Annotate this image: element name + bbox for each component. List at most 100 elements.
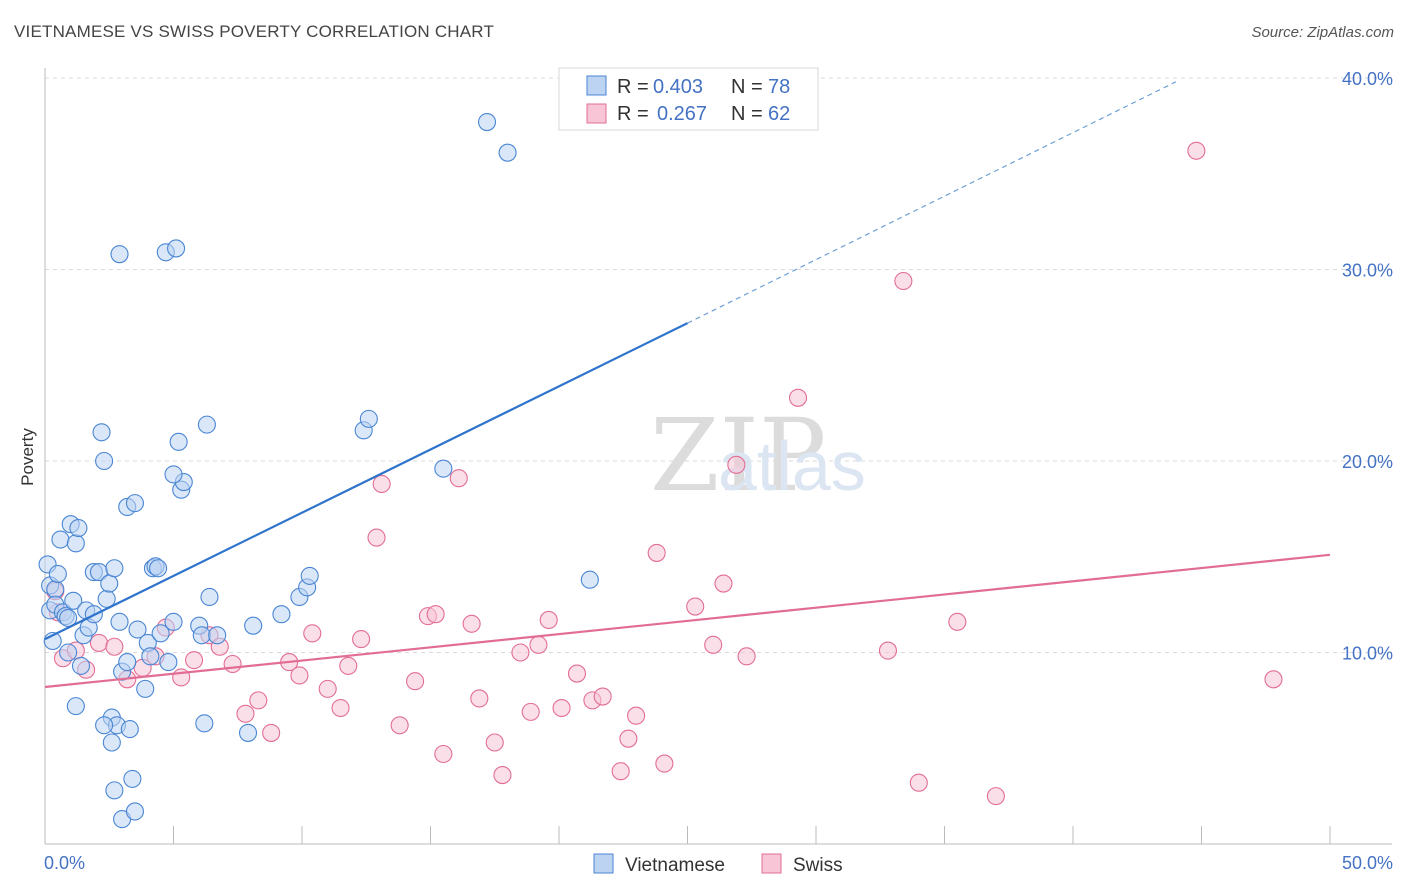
vietnamese-point	[192, 626, 211, 645]
vietnamese-point	[110, 245, 129, 264]
bottom-legend-swiss: Swiss	[793, 855, 843, 876]
vietnamese-point	[200, 587, 219, 607]
vietnamese-point	[164, 465, 183, 484]
swiss-point	[647, 543, 666, 562]
swiss-point	[339, 656, 358, 675]
y-tick-label: 30.0%	[1342, 261, 1393, 281]
legend-swiss-r-value: 0.267	[657, 103, 707, 125]
swiss-point	[619, 729, 638, 748]
swiss-trend-line	[44, 553, 1331, 689]
watermark-zip: ZIP	[650, 397, 826, 514]
legend-vietnamese-n-value: 78	[768, 76, 790, 98]
swiss-point	[185, 651, 204, 670]
swiss-point	[331, 698, 350, 718]
vietnamese-point	[95, 716, 114, 735]
vietnamese-point	[100, 574, 119, 593]
vietnamese-point	[128, 620, 147, 639]
y-tick-label: 40.0%	[1342, 69, 1393, 89]
vietnamese-point	[95, 451, 114, 471]
bottom-legend-vietnamese: Vietnamese	[625, 855, 725, 876]
x-tick-labels: 0.0% 50.0%	[44, 853, 1393, 873]
swiss-point	[521, 702, 540, 721]
legend-vietnamese-r-label: R =	[617, 76, 649, 98]
vietnamese-point	[208, 626, 227, 645]
vietnamese-point	[169, 432, 188, 451]
vietnamese-point	[167, 239, 186, 258]
vietnamese-point	[580, 570, 599, 589]
vietnamese-trend-extension	[687, 81, 1177, 324]
swiss-point	[529, 635, 548, 654]
vietnamese-point	[244, 616, 263, 635]
x-tick-label-min: 0.0%	[44, 853, 85, 873]
swiss-point	[511, 643, 530, 662]
swiss-point	[567, 664, 587, 683]
swiss-point	[686, 597, 705, 616]
swiss-point	[714, 574, 733, 593]
swiss-point	[611, 762, 630, 781]
vietnamese-point	[46, 580, 65, 599]
swiss-point	[948, 612, 967, 631]
vietnamese-point	[118, 653, 137, 672]
vietnamese-point	[66, 697, 85, 716]
swiss-point	[1187, 141, 1206, 160]
trend-lines	[44, 81, 1331, 689]
chart-source: Source: ZipAtlas.com	[1251, 24, 1394, 41]
vietnamese-point	[477, 112, 497, 132]
swiss-point	[303, 624, 322, 643]
swiss-point	[236, 704, 255, 723]
vietnamese-point	[120, 720, 139, 739]
swiss-point	[462, 614, 481, 633]
swiss-points	[46, 141, 1283, 806]
y-tick-label: 20.0%	[1342, 452, 1393, 472]
swiss-point	[986, 787, 1005, 806]
swiss-point	[627, 706, 646, 725]
swiss-point	[727, 455, 746, 474]
vietnamese-point	[151, 624, 170, 643]
swiss-point	[493, 766, 512, 785]
vietnamese-point	[59, 643, 78, 662]
swiss-point	[539, 610, 558, 629]
swiss-point	[262, 723, 281, 742]
bottom-legend-swatch-vietnamese	[593, 853, 614, 874]
swiss-point	[655, 754, 674, 773]
y-tick-labels: 10.0% 20.0% 30.0% 40.0%	[1342, 69, 1393, 664]
swiss-point	[788, 388, 808, 407]
axes	[44, 68, 1392, 845]
vietnamese-point	[71, 656, 91, 675]
swiss-point	[249, 691, 268, 710]
legend-swiss-n-label: N =	[731, 103, 763, 125]
vietnamese-point	[149, 559, 168, 578]
vietnamese-point	[164, 612, 183, 631]
y-tick-label: 10.0%	[1342, 644, 1393, 664]
legend-swiss-r-label: R =	[617, 103, 649, 125]
chart-title: VIETNAMESE VS SWISS POVERTY CORRELATION …	[14, 22, 495, 41]
swiss-point	[390, 716, 409, 735]
vietnamese-point	[66, 534, 85, 553]
legend-vietnamese-r-value: 0.403	[653, 76, 703, 98]
vietnamese-point	[125, 802, 144, 821]
vietnamese-point	[434, 459, 453, 478]
swiss-point	[878, 641, 898, 660]
legend: R = 0.403 N = 78 R = 0.267 N = 62	[558, 67, 819, 131]
grid-lines	[45, 77, 1392, 653]
swiss-point	[318, 679, 337, 698]
legend-vietnamese-n-label: N =	[731, 76, 763, 98]
swiss-point	[593, 687, 612, 706]
vietnamese-point	[102, 733, 121, 752]
vietnamese-point	[159, 653, 178, 672]
vietnamese-point	[195, 714, 214, 733]
vietnamese-point	[123, 769, 142, 788]
vietnamese-point	[105, 559, 124, 578]
vietnamese-point	[125, 494, 144, 513]
legend-swiss-n-value: 62	[768, 103, 790, 125]
bottom-legend: Vietnamese Swiss	[593, 853, 843, 876]
swiss-point	[223, 654, 242, 674]
vietnamese-trend-line	[44, 322, 688, 641]
bottom-legend-swatch-swiss	[761, 853, 782, 874]
y-axis-label: Poverty	[18, 428, 37, 486]
vietnamese-point	[300, 566, 319, 585]
swiss-point	[367, 528, 386, 547]
swiss-point	[89, 633, 109, 652]
swiss-point	[352, 630, 371, 649]
